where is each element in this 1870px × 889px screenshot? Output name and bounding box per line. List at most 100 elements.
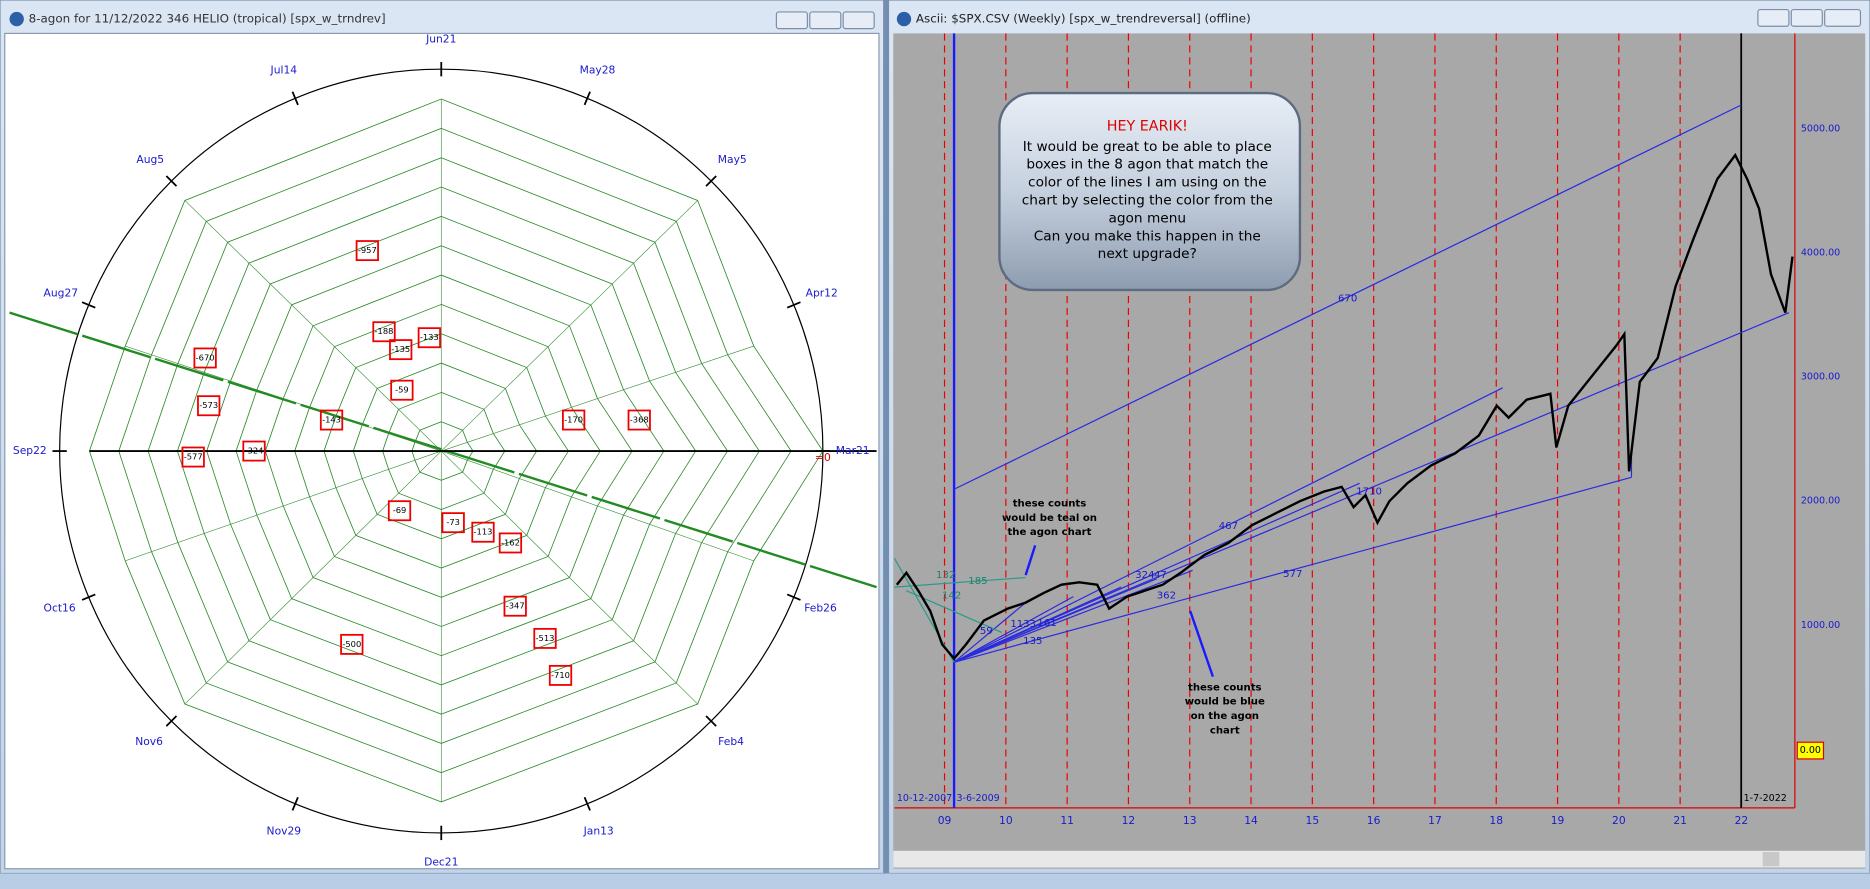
year-label: 13 [1183,814,1197,827]
year-label: 22 [1735,814,1749,827]
year-label: 14 [1244,814,1258,827]
annotation: on the agon [1191,711,1259,722]
line-label: 135 [1023,636,1042,647]
count-label: -573 [199,400,218,410]
note-line: boxes in the 8 agon that match the [1026,157,1268,173]
circle-tick [786,593,801,601]
count-label: -143 [322,415,341,425]
count-label: -69 [393,505,407,515]
price-label: 4000.00 [1801,247,1840,258]
date-label: Jan13 [583,825,614,838]
line-label: 161 [1037,618,1056,629]
minimize-button[interactable] [775,11,808,30]
date-label: Apr12 [806,287,838,300]
count-box [503,595,527,617]
year-label: 21 [1673,814,1687,827]
count-box [340,633,364,655]
count-label: -368 [630,415,649,425]
chart-grid [943,33,1743,808]
annotation: these counts [1013,499,1087,510]
trend-line [953,586,1122,663]
end-date: 1-7-2022 [1744,793,1787,804]
circle-tick [165,715,178,727]
annotation: these counts [1188,682,1262,693]
count-box [548,664,573,686]
minimize-button[interactable] [1757,8,1790,27]
line-label: 1710 [1356,487,1382,498]
count-label: -577 [184,452,203,462]
circle-tick [583,796,591,811]
app-icon [9,11,24,27]
scrollbar[interactable] [893,850,1866,868]
count-label: -957 [358,245,377,255]
circle-tick [705,715,717,727]
octagon-spoke [125,450,442,562]
count-label: -670 [196,352,215,362]
circle-tick [786,301,801,309]
line-label: 670 [1338,293,1357,304]
trend-line [953,104,1742,490]
cursor-value: 0.00 [1800,745,1821,756]
note-line: It would be great to be able to place [1023,139,1272,155]
zero-label: =0 [815,451,831,464]
count-label: -59 [395,385,409,395]
count-label: -135 [391,344,410,354]
count-label: -710 [551,670,570,680]
close-button[interactable] [842,11,875,30]
maximize-button[interactable] [809,11,842,30]
arrow [1024,544,1037,576]
start-date: 3-6-2009 [956,793,999,804]
scroll-thumb[interactable] [1762,852,1780,867]
line-label: 324 [1135,570,1154,581]
annotation: would be blue [1185,697,1265,708]
line-label: 142 [942,590,961,601]
date-label: Nov29 [267,825,302,838]
price-label: 1000.00 [1801,620,1840,631]
date-label: Nov6 [135,735,163,748]
annotation: would be teal on [1002,513,1097,524]
line-label: 59 [980,626,993,637]
year-label: 19 [1551,814,1565,827]
note-line: color of the lines I am using on the [1028,175,1266,191]
year-label: 17 [1428,814,1442,827]
count-box [319,409,344,431]
count-label: -188 [375,326,394,336]
arrow [1189,610,1215,677]
year-label: 09 [938,814,952,827]
start-date: 10-12-2007 [897,793,952,804]
circle-tick [81,593,96,601]
line-label: 577 [1283,569,1302,580]
count-label: -73 [446,517,460,527]
close-button[interactable] [1824,8,1862,27]
date-label: Sep22 [13,444,47,457]
year-label: 11 [1060,814,1074,827]
date-label: Feb26 [804,602,837,615]
window-title: Ascii: $SPX.CSV (Weekly) [spx_w_trendrev… [916,12,1251,26]
note-box [998,91,1302,292]
count-box [181,446,205,468]
circle-tick [81,301,96,309]
count-box [533,627,557,649]
maximize-button[interactable] [1790,8,1823,27]
price-label: 3000.00 [1801,372,1840,383]
note-line: agon menu [1108,210,1186,226]
line-label: 132 [936,570,955,581]
price-label: 2000.00 [1801,496,1840,507]
circle-tick [705,175,717,187]
count-box [372,321,396,343]
app-icon [896,11,912,27]
green-axis-line [9,311,877,589]
text-layer: Jun21 May28 May5 Apr12 Mar21 Feb26 Feb4 Jan13 De… [13,32,1840,868]
trend-line [953,569,1193,663]
octagon-spoke [441,345,754,452]
count-label: -500 [342,639,361,649]
count-label: -170 [564,415,583,425]
count-box [387,500,412,522]
octagon-spoke [441,450,698,705]
date-label: May5 [718,153,747,166]
year-label: 20 [1612,814,1626,827]
octagon-spoke [184,450,442,705]
line-label: 362 [1157,590,1176,601]
count-box [390,379,414,401]
